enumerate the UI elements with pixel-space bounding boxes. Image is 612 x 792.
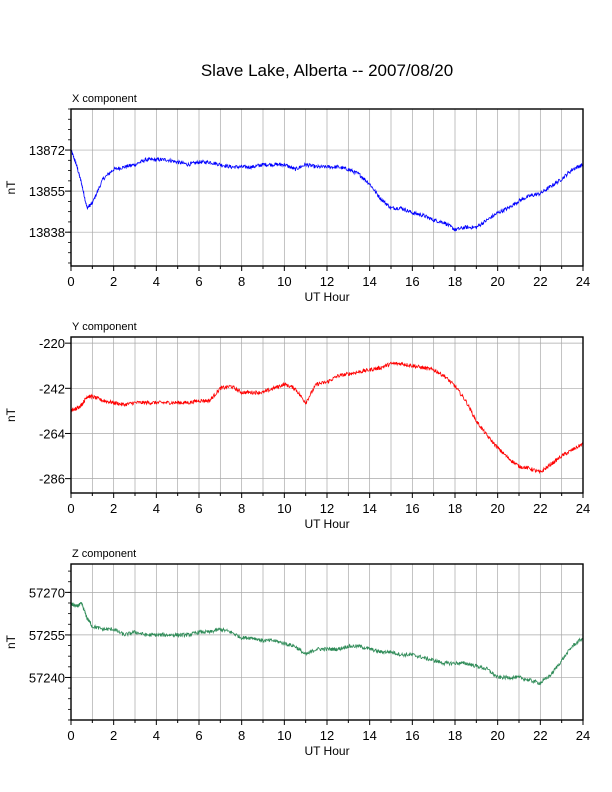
data-series-line (70, 361, 584, 475)
x-tick-label: 24 (576, 274, 590, 289)
x-tick-label: 16 (405, 728, 419, 743)
y-tick-label: 57255 (29, 628, 65, 643)
x-axis-label: UT Hour (304, 517, 349, 531)
x-tick-label: 8 (238, 728, 245, 743)
data-series-line (70, 601, 584, 686)
x-tick-label: 2 (110, 274, 117, 289)
x-tick-label: 18 (448, 501, 462, 516)
x-tick-label: 6 (195, 728, 202, 743)
y-axis-label: nT (4, 180, 18, 195)
x-tick-label: 20 (490, 728, 504, 743)
x-tick-label: 8 (238, 501, 245, 516)
x-tick-label: 22 (533, 501, 547, 516)
x-tick-label: 4 (153, 728, 160, 743)
x-tick-label: 2 (110, 728, 117, 743)
x-axis-label: UT Hour (304, 290, 349, 304)
data-series-line (70, 149, 584, 232)
x-tick-label: 14 (362, 274, 376, 289)
y-tick-label: -286 (39, 472, 65, 487)
x-axis-label: UT Hour (304, 744, 349, 758)
x-tick-label: 24 (576, 501, 590, 516)
x-tick-label: 6 (195, 274, 202, 289)
panel-subtitle: X component (72, 93, 137, 105)
panel-subtitle: Z component (72, 548, 136, 560)
x-tick-label: 8 (238, 274, 245, 289)
x-tick-label: 6 (195, 501, 202, 516)
y-tick-label: 57270 (29, 585, 65, 600)
x-tick-label: 0 (67, 501, 74, 516)
x-tick-label: 22 (533, 728, 547, 743)
x-tick-label: 4 (153, 274, 160, 289)
x-tick-label: 24 (576, 728, 590, 743)
x-tick-label: 12 (320, 274, 334, 289)
x-tick-label: 10 (277, 274, 291, 289)
x-tick-label: 0 (67, 274, 74, 289)
x-tick-label: 4 (153, 501, 160, 516)
x-tick-label: 14 (362, 501, 376, 516)
x-tick-label: 14 (362, 728, 376, 743)
x-tick-label: 18 (448, 274, 462, 289)
x-tick-label: 22 (533, 274, 547, 289)
y-tick-label: 57240 (29, 670, 65, 685)
x-tick-label: 10 (277, 501, 291, 516)
x-tick-label: 20 (490, 274, 504, 289)
x-tick-label: 12 (320, 728, 334, 743)
y-tick-label: -264 (39, 426, 65, 441)
x-tick-label: 16 (405, 501, 419, 516)
x-tick-label: 18 (448, 728, 462, 743)
y-tick-label: 13872 (29, 143, 65, 158)
x-tick-label: 2 (110, 501, 117, 516)
x-tick-label: 0 (67, 728, 74, 743)
chart-title: Slave Lake, Alberta -- 2007/08/20 (201, 61, 453, 80)
x-tick-label: 10 (277, 728, 291, 743)
y-axis-label: nT (4, 407, 18, 422)
x-tick-label: 12 (320, 501, 334, 516)
y-tick-label: 13855 (29, 184, 65, 199)
y-tick-label: -220 (39, 336, 65, 351)
x-tick-label: 16 (405, 274, 419, 289)
y-tick-label: -242 (39, 381, 65, 396)
x-tick-label: 20 (490, 501, 504, 516)
y-tick-label: 13838 (29, 225, 65, 240)
y-axis-label: nT (4, 634, 18, 649)
panel-subtitle: Y component (72, 321, 137, 333)
